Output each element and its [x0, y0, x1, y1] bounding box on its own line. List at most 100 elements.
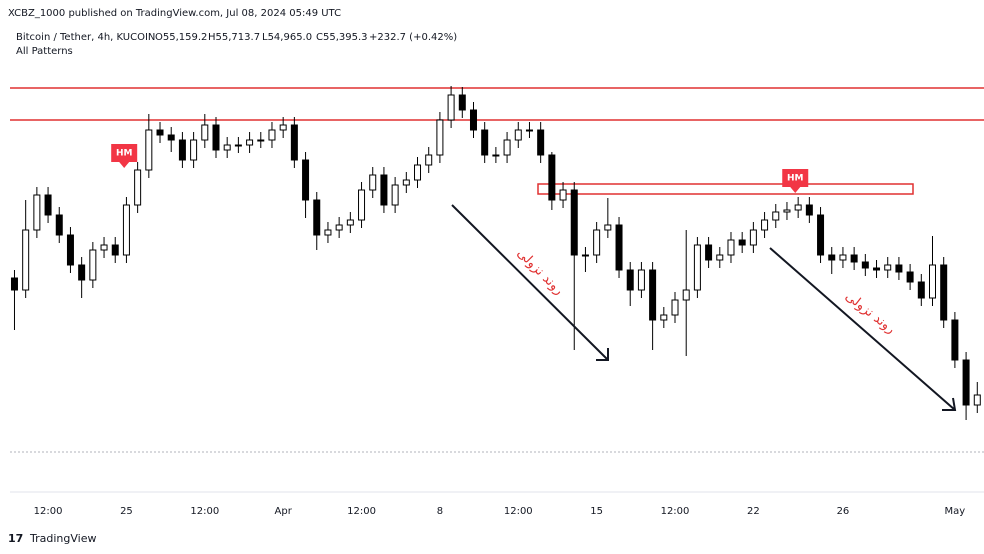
brand-logo: 𝟭𝟳 [8, 532, 23, 545]
candle-body [705, 244, 713, 261]
x-tick-label: 15 [590, 506, 603, 517]
x-tick-label: 25 [120, 506, 133, 517]
candle-body [772, 211, 780, 221]
candle-body [44, 194, 52, 216]
candle-body [962, 359, 970, 406]
candle-body [223, 144, 231, 151]
candle-body [749, 229, 757, 246]
candle-body [783, 209, 791, 213]
candle-body [178, 139, 186, 161]
candle-body [761, 219, 769, 231]
candle-body [492, 154, 500, 157]
candle-body [55, 214, 63, 236]
candle-body [436, 119, 444, 156]
candle-body [649, 269, 657, 321]
candle-body [447, 94, 455, 121]
candle-body [167, 134, 175, 141]
candle-body [973, 394, 981, 406]
candle-body [324, 229, 332, 236]
candle-body [268, 129, 276, 141]
arrow [769, 247, 957, 411]
x-tick-label: 12:00 [661, 506, 690, 517]
published-line: XCBZ_1000 published on TradingView.com, … [8, 8, 341, 19]
x-tick-label: 12:00 [504, 506, 533, 517]
candle-body [570, 189, 578, 256]
plot: 12:00 25 12:00 Apr 12:00 8 12:00 15 12:00 22 26 May… [10, 86, 981, 517]
candle-body [637, 269, 645, 291]
candle-body [391, 184, 399, 206]
candle-body [503, 139, 511, 156]
candle-body [906, 271, 914, 283]
candle-body [234, 144, 242, 147]
candle-body [794, 204, 802, 211]
candle-body [290, 124, 298, 161]
candle-body [190, 139, 198, 161]
indicator-name: All Patterns [16, 46, 73, 57]
candle-body [369, 174, 377, 191]
candle-body [626, 269, 634, 291]
candle-body [850, 254, 858, 263]
candle-body [716, 254, 724, 261]
candle-body [201, 124, 209, 141]
pattern-label: HM [787, 174, 804, 184]
pattern-tag [782, 169, 809, 193]
ohlc-close: C55,395.3 [316, 32, 368, 43]
candle-body [313, 199, 321, 236]
candle-body [581, 254, 589, 257]
candle-body [78, 264, 86, 281]
candle-body [615, 224, 623, 271]
candle-body [335, 224, 343, 231]
ohlc-open: O55,159.2 [155, 32, 207, 43]
brand: TradingView [29, 532, 96, 545]
candle-body [302, 159, 310, 201]
candle-body [122, 204, 130, 256]
candle-body [10, 277, 18, 291]
candle-body [884, 264, 892, 271]
candle-body [358, 189, 366, 221]
pattern-label: HM [116, 149, 133, 159]
candle-body [134, 169, 142, 206]
candle-body [951, 319, 959, 361]
candle-body [22, 229, 30, 291]
candle-body [917, 281, 925, 299]
candle-body [66, 234, 74, 266]
candle-body [660, 314, 668, 321]
candle-body [145, 129, 153, 171]
candle-body [469, 109, 477, 131]
candle-body [873, 267, 881, 271]
pattern-tag [111, 144, 138, 168]
candle-body [279, 124, 287, 131]
candle-body [727, 239, 735, 256]
candle-body [805, 204, 813, 216]
ohlc-high: H55,713.7 [208, 32, 260, 43]
x-tick-label: 12:00 [347, 506, 376, 517]
arrow [451, 204, 609, 361]
x-tick-label: 12:00 [190, 506, 219, 517]
candle-body [537, 129, 545, 156]
candle-body [89, 249, 97, 281]
ohlc-low: L54,965.0 [262, 32, 312, 43]
candle-body [100, 244, 108, 251]
candle-body [738, 239, 746, 246]
candle-body [593, 229, 601, 256]
candle-body [33, 194, 41, 231]
candle-body [671, 299, 679, 316]
candle-body [817, 214, 825, 256]
candle-body [525, 129, 533, 132]
candle-body [246, 139, 254, 146]
candle-body [402, 179, 410, 186]
x-tick-label: 8 [437, 506, 443, 517]
candle-body [346, 219, 354, 226]
candle-body [861, 261, 869, 269]
candle-body [828, 254, 836, 261]
candle-body [682, 289, 690, 301]
legend-line: Bitcoin / Tether, 4h, KUCOIN O55,159.2 H… [16, 32, 457, 43]
candle-body [548, 154, 556, 201]
candle-body [929, 264, 937, 299]
symbol: Bitcoin / Tether, 4h, KUCOIN [16, 32, 155, 43]
x-tick-label: 26 [837, 506, 850, 517]
x-tick-label: Apr [275, 506, 293, 517]
candle-body [458, 94, 466, 111]
candle-body [111, 244, 119, 256]
